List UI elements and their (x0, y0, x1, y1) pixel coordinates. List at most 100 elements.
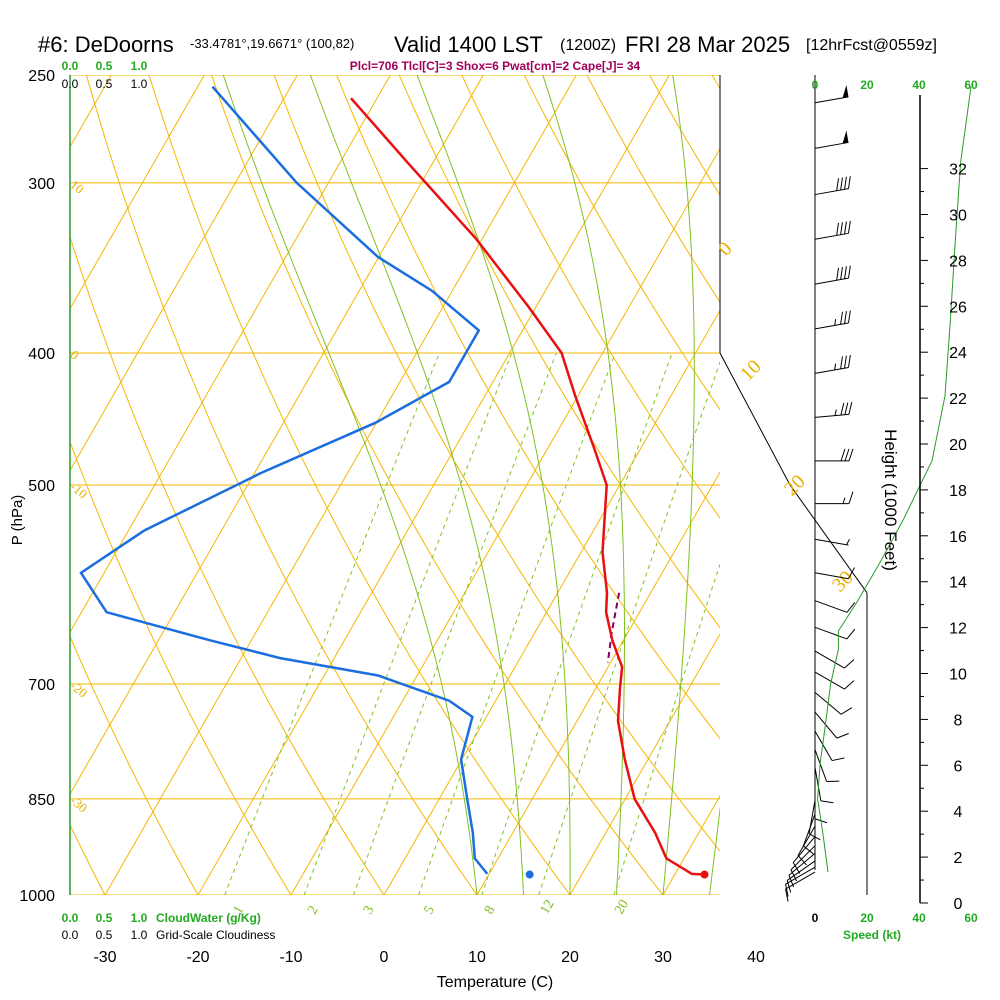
dry-adiabat-line (398, 75, 720, 629)
wind-barb (814, 626, 856, 640)
chart-zulu-time: (1200Z) (560, 37, 616, 54)
y-axis-title: P (hPa) (9, 495, 26, 546)
dry-adiabat-line (523, 75, 720, 411)
surface-temperature-point (700, 870, 709, 879)
wind-barb-shaft (814, 671, 845, 690)
wind-barb-feather (846, 628, 856, 640)
speed-tick-top: 20 (860, 78, 874, 92)
cloudiness-axis-label: Grid-Scale Cloudiness (156, 928, 275, 942)
x-tick-label: -20 (186, 949, 209, 966)
wind-barb-feather (844, 266, 847, 279)
mixing-ratio-line (481, 352, 673, 895)
wind-barb-shaft (785, 866, 816, 885)
wind-barb-feather (840, 177, 843, 191)
wind-barb-shaft (790, 845, 816, 871)
wind-barb-shaft (814, 626, 848, 640)
wind-barb-shaft (814, 277, 849, 285)
wind-barb-feather (785, 884, 789, 897)
wind-barb-feather (820, 800, 834, 804)
height-tick-label: 4 (954, 804, 963, 821)
dry-adiabat-line (336, 75, 720, 740)
x-tick-label: -30 (93, 949, 116, 966)
dry-adiabat-label: 0 (714, 238, 737, 261)
wind-barb (797, 825, 816, 866)
wind-barb (814, 692, 853, 715)
wind-barb-feather (848, 448, 854, 462)
wind-barb (815, 491, 854, 505)
pressure-tick-label: 1000 (19, 888, 55, 905)
wind-barb-shaft (792, 836, 816, 863)
isotherm-label: -10 (68, 479, 91, 502)
wind-barb-half-feather (842, 497, 846, 504)
wind-barb (785, 866, 816, 897)
pressure-tick-label: 250 (28, 68, 55, 85)
sounding-profiles (79, 85, 709, 879)
x-tick-label: 0 (380, 949, 389, 966)
isotherm-line (70, 75, 484, 796)
x-tick-label: 30 (654, 949, 672, 966)
wind-barb-feather (785, 888, 789, 902)
wind-barb (814, 650, 855, 669)
cloudiness-tick-bottom: 0.0 (62, 928, 79, 942)
wind-barb-shaft (814, 711, 838, 739)
height-tick-label: 30 (949, 208, 967, 225)
height-tick-label: 22 (949, 391, 967, 408)
wind-barb-shaft (814, 188, 849, 196)
wind-barb (814, 538, 850, 546)
dry-adiabat-line (70, 635, 199, 895)
dry-adiabat-line (85, 75, 478, 895)
wind-barb-half-feather (834, 363, 837, 370)
cloud-axes: 0.0 0.0 0.0 0.0 0.5 0.5 0.5 0.5 1.0 1.0 1.0 1.0 Clou… (62, 59, 276, 942)
wind-barb-shaft (814, 730, 833, 761)
mixing-ratio-label: 5 (421, 903, 437, 917)
wind-barb-feather (836, 733, 849, 739)
isotherm-line (70, 75, 298, 472)
wind-barb-shaft (802, 813, 816, 847)
mixing-ratio-label: 20 (612, 897, 632, 917)
speed-tick-bottom: 40 (912, 911, 926, 925)
wind-barb-feather (844, 355, 847, 369)
height-tick-label: 18 (949, 483, 967, 500)
wind-barb (814, 265, 851, 285)
wind-barb-feather (831, 757, 845, 762)
moist-adiabat-line (542, 75, 625, 895)
wind-barb-feather (840, 402, 845, 416)
wind-barb (814, 749, 840, 782)
x-axis-title: Temperature (C) (437, 974, 553, 991)
wind-barb-feather (840, 266, 843, 280)
dry-adiabat-line (822, 51, 1000, 924)
cloudiness-tick-top: 1.0 (131, 77, 148, 91)
height-tick-label: 28 (949, 253, 967, 270)
height-tick-label: 20 (949, 437, 967, 454)
pressure-tick-label: 300 (28, 176, 55, 193)
height-tick-label: 26 (949, 299, 967, 316)
wind-barb (802, 813, 816, 855)
chart-date: FRI 28 Mar 2025 (625, 32, 790, 57)
speed-tick-top: 40 (912, 78, 926, 92)
wind-barb (814, 130, 849, 149)
skewt-frame (69, 75, 868, 895)
cloudiness-tick-top: 0.5 (96, 77, 113, 91)
pressure-tick-label: 400 (28, 346, 55, 363)
wind-barb (814, 567, 855, 580)
wind-barb-feather (844, 680, 855, 690)
cloudwater-tick-bottom: 0.0 (62, 911, 79, 925)
dry-adiabat-line (70, 235, 385, 895)
wind-barb (814, 310, 851, 330)
isotherm-line (104, 75, 577, 895)
wind-speed-profile-line (817, 86, 972, 873)
wind-barb (814, 730, 845, 762)
skewt-background (70, 51, 1000, 924)
pressure-tick-label: 700 (28, 677, 55, 694)
speed-tick-bottom: 60 (964, 911, 978, 925)
height-tick-label: 6 (954, 758, 963, 775)
wind-barb (814, 354, 851, 374)
wind-barb-feather (847, 176, 851, 189)
isotherm-line (70, 75, 391, 634)
wind-barb-shaft (797, 825, 816, 856)
mixing-ratio-line (303, 352, 513, 895)
wind-barb-feather (847, 265, 851, 279)
x-tick-label: 40 (747, 949, 765, 966)
